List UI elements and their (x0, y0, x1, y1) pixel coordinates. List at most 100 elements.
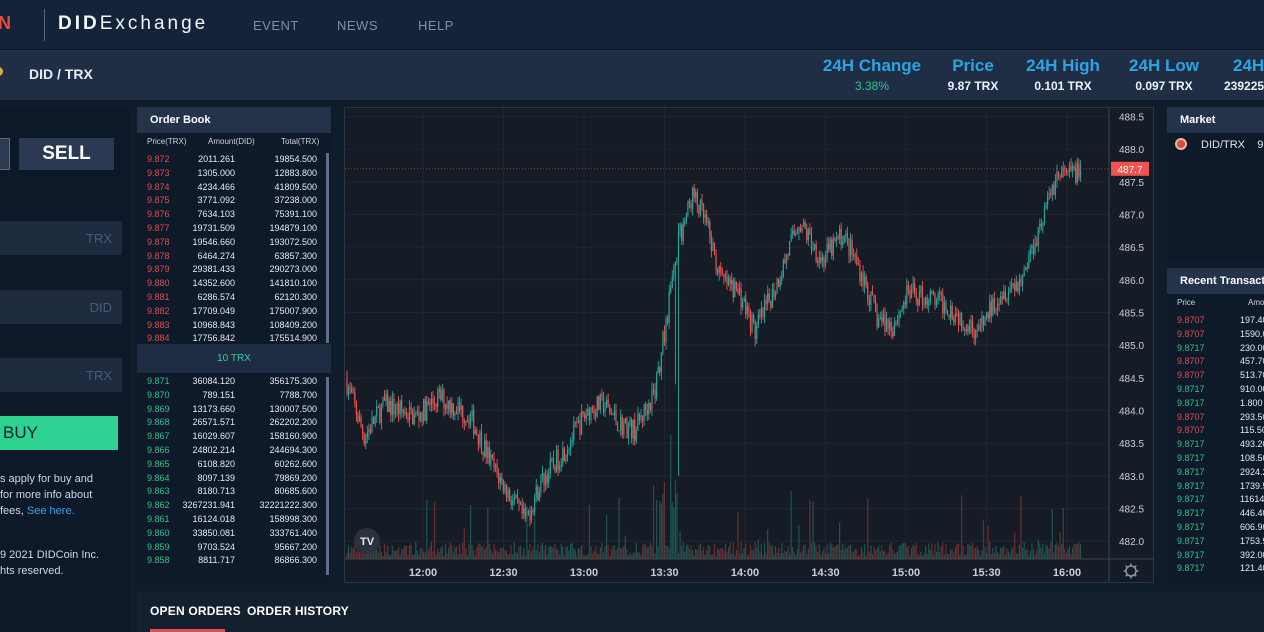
candle-body (1054, 180, 1057, 195)
candle-body (493, 458, 495, 468)
candle-body (559, 466, 561, 470)
volume-bar (1011, 548, 1013, 559)
volume-bar (845, 546, 847, 559)
brand-name[interactable]: DIDExchange (58, 13, 209, 34)
volume-bar (1059, 532, 1061, 559)
candle-body (970, 319, 972, 333)
transaction-row: 9.8717 108.50 (1167, 452, 1264, 466)
tab-order-history[interactable]: ORDER HISTORY (247, 604, 349, 618)
volume-bar (856, 549, 858, 559)
candle-body (815, 244, 817, 262)
bids-row[interactable]: 9.868 26571.571 262202.200 (137, 416, 321, 430)
amount-cell: 1305.000 (197, 167, 235, 178)
asks-row[interactable]: 9.882 17709.049 175007.900 (137, 305, 321, 319)
candle-body (812, 248, 814, 250)
tx-amount: 1.800 (1240, 397, 1263, 408)
volume-bar (543, 549, 545, 559)
candle-body (762, 307, 764, 317)
asks-row[interactable]: 9.881 6286.574 62120.300 (137, 291, 321, 305)
volume-bar (931, 543, 933, 559)
bids-row[interactable]: 9.861 16124.018 158998.300 (137, 513, 321, 527)
orders-panel: OPEN ORDERS ORDER HISTORY (137, 591, 1264, 632)
market-row[interactable]: DID/TRX 9 (1175, 138, 1263, 151)
nav-event[interactable]: EVENT (253, 18, 299, 33)
asks-row[interactable]: 9.879 29381.433 290273.000 (137, 263, 321, 277)
settings-gear-icon[interactable] (1125, 565, 1137, 577)
candle-body (441, 390, 443, 400)
amount-cell: 17756.842 (192, 333, 235, 344)
asks-row[interactable]: 9.878 6464.274 63857.300 (137, 250, 321, 264)
volume-bar (682, 542, 684, 559)
asks-row[interactable]: 9.875 3771.092 37238.000 (137, 194, 321, 208)
candle-body (437, 391, 439, 407)
buy-button[interactable]: BUY (0, 416, 118, 450)
bids-row[interactable]: 9.863 8180.713 80685.600 (137, 485, 321, 499)
bids-scrollbar[interactable] (326, 377, 329, 575)
candle-body (573, 423, 575, 440)
price-chart[interactable]: 487.7 488.5 488.0 487.5 487.0 486.5 486.0 485.5… (344, 107, 1154, 583)
asks-row[interactable]: 9.883 10968.843 108409.200 (137, 319, 321, 333)
bids-row[interactable]: 9.859 9703.524 95667.200 (137, 541, 321, 555)
asks-scrollbar[interactable] (326, 153, 329, 343)
volume-bar (995, 546, 997, 559)
nav-help[interactable]: HELP (418, 18, 454, 33)
candlestick-chart[interactable]: 487.7 488.5 488.0 487.5 487.0 486.5 486.0 485.5… (345, 108, 1153, 582)
candle-body (652, 389, 655, 391)
candle-body (892, 331, 894, 337)
y-tick-label: 484.5 (1119, 374, 1144, 385)
tx-price: 9.8707 (1177, 425, 1205, 436)
bids-row[interactable]: 9.871 36084.120 356175.300 (137, 375, 321, 389)
volume-bar (724, 543, 727, 559)
volume-bar (379, 545, 381, 559)
candle-body (746, 306, 748, 315)
sell-tab-button[interactable]: SELL (19, 138, 114, 170)
asks-row[interactable]: 9.877 19731.509 194879.100 (137, 222, 321, 236)
fee-link[interactable]: See here. (26, 505, 75, 517)
volume-bar (659, 500, 661, 559)
candle-body (471, 409, 473, 417)
asks-row[interactable]: 9.872 2011.261 19854.500 (137, 153, 321, 167)
total-input[interactable]: TRX (0, 358, 122, 392)
candle-body (709, 221, 711, 237)
bids-row[interactable]: 9.864 8097.139 79869.200 (137, 472, 321, 486)
bids-row[interactable]: 9.865 6108.820 60262.600 (137, 458, 321, 472)
bids-row[interactable]: 9.867 16029.607 158160.900 (137, 430, 321, 444)
candle-body (479, 431, 481, 445)
nav-news[interactable]: NEWS (337, 18, 378, 33)
volume-bar (408, 545, 411, 559)
candle-body (704, 214, 706, 218)
tab-open-orders[interactable]: OPEN ORDERS (150, 604, 241, 618)
amount-input[interactable]: DID (0, 290, 122, 324)
asks-row[interactable]: 9.880 14352.600 141810.100 (137, 277, 321, 291)
volume-bar (862, 552, 864, 559)
bids-row[interactable]: 9.862 3267231.941 32221222.300 (137, 499, 321, 513)
bids-row[interactable]: 9.869 13173.660 130007.500 (137, 403, 321, 417)
buy-tab-button[interactable] (0, 138, 10, 170)
candle-body (399, 400, 401, 415)
asks-row[interactable]: 9.884 17756.842 175514.900 (137, 332, 321, 346)
logo[interactable]: N (0, 13, 12, 33)
candle-body (512, 500, 514, 505)
asks-row[interactable]: 9.878 19546.660 193072.500 (137, 236, 321, 250)
candle-body (921, 287, 924, 305)
price-input[interactable]: TRX (0, 221, 122, 255)
bids-row[interactable]: 9.860 33850.081 333761.400 (137, 527, 321, 541)
volume-bar (976, 546, 978, 559)
bids-row[interactable]: 9.870 789.151 7788.700 (137, 389, 321, 403)
bids-row[interactable]: 9.866 24802.214 244694.300 (137, 444, 321, 458)
volume-bar (776, 552, 778, 559)
volume-bar (641, 545, 644, 559)
candle-body (792, 230, 794, 234)
asks-row[interactable]: 9.874 4234.466 41809.500 (137, 181, 321, 195)
candle-body (696, 192, 698, 206)
volume-bar (598, 553, 600, 559)
asks-row[interactable]: 9.876 7634.103 75391.100 (137, 208, 321, 222)
volume-bar (1000, 547, 1002, 559)
bids-row[interactable]: 9.858 8811.717 86866.300 (137, 554, 321, 568)
asks-row[interactable]: 9.873 1305.000 12883.800 (137, 167, 321, 181)
trading-pair[interactable]: DID / TRX (29, 66, 93, 82)
volume-bar (909, 555, 911, 559)
candle-body (790, 233, 792, 242)
candle-body (391, 398, 393, 416)
transaction-row: 9.8717 1.800 (1167, 397, 1264, 411)
